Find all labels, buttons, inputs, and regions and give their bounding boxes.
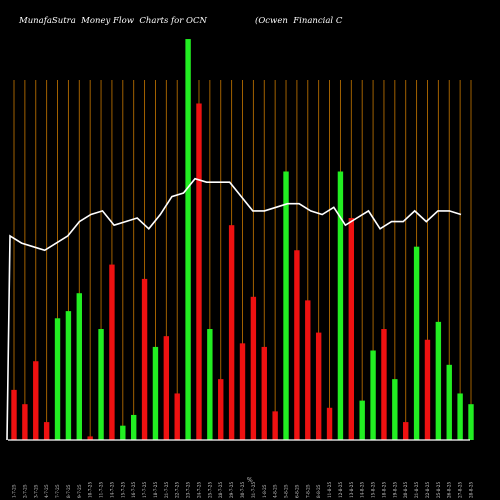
x-tick-label: 15-7-25: [120, 482, 125, 498]
x-tick-label: 31-7-25: [251, 482, 256, 498]
x-tick-label: 29-7-25: [229, 482, 234, 498]
x-tick-label: 11-7-25: [99, 482, 104, 498]
flow-bar: [359, 400, 365, 440]
flow-bar: [424, 339, 431, 440]
flow-bar: [348, 218, 355, 440]
flow-bar: [403, 422, 409, 440]
flow-bar: [392, 379, 398, 440]
x-tick-label: 20-8-25: [403, 482, 408, 498]
x-tick-label: 14-7-25: [109, 482, 114, 498]
x-tick-label: 7-7-25: [55, 484, 60, 498]
flow-bar: [272, 411, 278, 440]
flow-bar: [185, 39, 191, 440]
x-tick-label: 14-8-25: [360, 482, 365, 498]
x-tick-label: 12-8-25: [338, 482, 343, 498]
flow-bar: [11, 389, 17, 440]
footer-mark: %: [247, 477, 253, 484]
x-tick-label: 1-7-25: [12, 484, 17, 498]
flow-bar: [163, 336, 170, 440]
x-tick-label: 4-7-25: [44, 484, 49, 498]
flow-bar: [294, 250, 300, 440]
flow-bar: [468, 404, 474, 440]
x-tick-label: 10-7-25: [88, 482, 93, 498]
x-tick-label: 7-8-25: [305, 484, 310, 498]
x-tick-label: 23-7-25: [186, 482, 191, 498]
flow-bar: [152, 346, 159, 440]
flow-bar: [326, 407, 333, 440]
flow-bar: [130, 414, 137, 440]
x-tick-label: 4-8-25: [273, 484, 278, 498]
flow-bar: [228, 225, 235, 440]
flow-bar: [22, 404, 28, 440]
x-tick-label: 28-8-25: [469, 482, 474, 498]
flow-bar: [457, 393, 463, 440]
x-tick-label: 27-8-25: [458, 482, 463, 498]
x-tick-label: 21-7-25: [164, 482, 169, 498]
x-tick-label: 17-7-25: [142, 482, 147, 498]
flow-bar: [109, 264, 115, 440]
x-tick-label: 8-8-25: [316, 484, 321, 498]
x-tick-label: 25-7-25: [207, 482, 212, 498]
flow-bar: [435, 321, 442, 440]
x-tick-label: 19-8-25: [392, 482, 397, 498]
flow-bar: [207, 329, 213, 440]
flow-line-layer: [6, 177, 462, 441]
flow-bar: [239, 343, 246, 440]
flow-bar: [87, 436, 93, 440]
x-tick-label: 11-8-25: [327, 482, 332, 498]
x-tick-label: 15-8-25: [371, 482, 376, 498]
bar-layer: [11, 39, 474, 440]
flow-bar: [250, 296, 257, 440]
x-tick-label: 28-7-25: [218, 482, 223, 498]
money-flow-line: [6, 177, 462, 441]
flow-bar: [413, 246, 420, 440]
x-tick-label: 6-8-25: [294, 484, 299, 498]
flow-bar: [337, 171, 344, 440]
x-tick-label: 5-8-25: [284, 484, 289, 498]
flow-bar: [33, 361, 39, 440]
flow-bar: [98, 329, 104, 440]
chart-title: MunafaSutra Money Flow Charts for OCN: [19, 16, 207, 26]
flow-bar: [315, 332, 322, 440]
x-tick-label: 22-7-25: [175, 482, 180, 498]
flow-bar: [305, 300, 311, 440]
x-tick-label: 22-8-25: [425, 482, 430, 498]
x-tick-label: 13-8-25: [349, 482, 354, 498]
x-tick-label: 26-8-25: [447, 482, 452, 498]
flow-bar: [370, 350, 376, 440]
x-tick-label: 30-7-25: [240, 482, 245, 498]
flow-bar: [446, 364, 452, 440]
x-tick-label: 3-7-25: [33, 484, 38, 498]
x-tick-label: 2-7-25: [22, 484, 27, 498]
x-tick-label: 1-8-25: [262, 484, 267, 498]
flow-bar: [141, 278, 148, 440]
x-tick-labels: 1-7-25 2-7-25 3-7-25 4-7-25 7-7-25 8-7-25 9-7-…: [12, 482, 474, 498]
chart-subtitle: (Ocwen Financial C: [255, 16, 343, 26]
flow-bar: [76, 293, 82, 440]
x-tick-label: 9-7-25: [77, 484, 82, 498]
flow-bar: [381, 329, 387, 440]
x-tick-label: 25-8-25: [436, 482, 441, 498]
x-tick-label: 21-8-25: [414, 482, 419, 498]
flow-bar: [261, 346, 267, 440]
x-tick-label: 24-7-25: [196, 482, 201, 498]
x-tick-label: 18-8-25: [381, 482, 386, 498]
flow-bar: [43, 422, 50, 440]
flow-bar: [196, 103, 202, 440]
flow-bar: [218, 379, 224, 440]
x-tick-label: 16-7-25: [131, 482, 136, 498]
flow-bar: [174, 393, 180, 440]
flow-bar: [283, 171, 289, 440]
flow-bar: [65, 311, 72, 440]
flow-bar: [120, 425, 126, 440]
x-tick-label: 18-7-25: [153, 482, 158, 498]
flow-bar: [54, 318, 61, 440]
x-tick-label: 8-7-25: [66, 484, 71, 498]
